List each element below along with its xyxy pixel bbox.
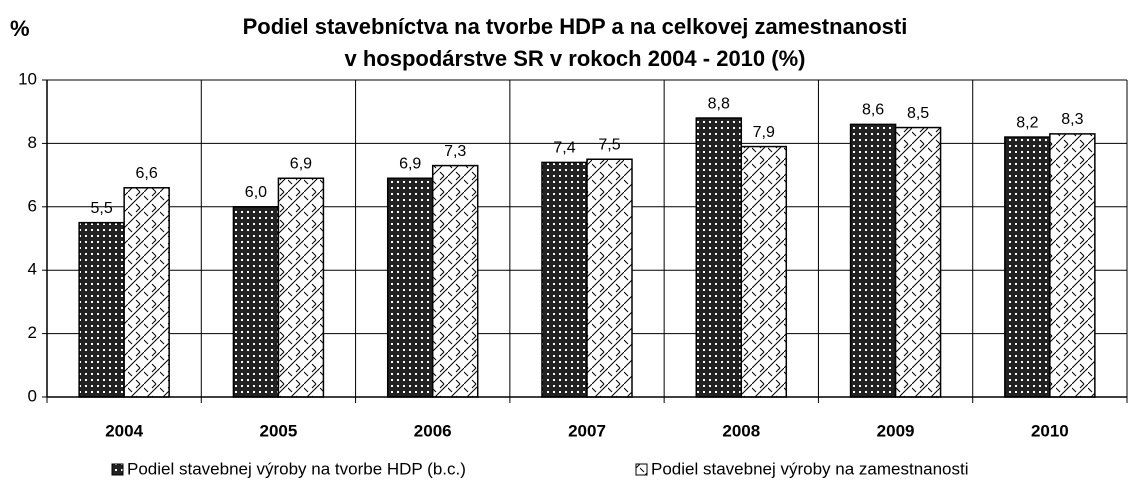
- legend-label: Podiel stavebnej výroby na zamestnanosti: [651, 459, 969, 478]
- value-label: 8,8: [708, 95, 730, 112]
- y-tick-label: 8: [28, 133, 37, 152]
- bar: [123, 187, 170, 398]
- bar: [386, 177, 434, 398]
- value-label: 5,5: [91, 200, 113, 217]
- value-label: 6,9: [290, 155, 312, 172]
- y-tick-label: 10: [18, 69, 37, 88]
- bar: [232, 206, 280, 398]
- y-tick-label: 0: [28, 386, 37, 405]
- bar: [78, 221, 125, 398]
- x-tick-label: 2008: [722, 421, 760, 440]
- value-label: 8,6: [862, 102, 884, 119]
- chart-title: Podiel stavebníctva na tvorbe HDP a na c…: [243, 14, 908, 39]
- x-tick-label: 2006: [414, 421, 452, 440]
- x-tick-label: 2004: [105, 421, 143, 440]
- value-label: 7,5: [598, 136, 620, 153]
- bar: [849, 123, 897, 398]
- legend-swatch: [635, 463, 648, 476]
- x-tick-label: 2007: [568, 421, 606, 440]
- bar: [695, 117, 743, 398]
- bar: [894, 126, 942, 398]
- y-axis-label: %: [10, 16, 30, 41]
- bar: [1049, 133, 1096, 398]
- value-label: 8,5: [907, 105, 929, 122]
- legend-label: Podiel stavebnej výroby na tvorbe HDP (b…: [127, 459, 466, 478]
- x-tick-label: 2005: [260, 421, 298, 440]
- bar: [740, 145, 788, 398]
- chart-title: v hospodárstve SR v rokoch 2004 - 2010 (…: [345, 46, 806, 71]
- x-tick-label: 2009: [877, 421, 915, 440]
- value-label: 6,9: [399, 155, 421, 172]
- bar: [586, 158, 633, 398]
- value-label: 7,4: [553, 140, 575, 157]
- legend-swatch: [111, 463, 124, 476]
- value-label: 6,6: [136, 165, 158, 182]
- bar: [431, 164, 479, 398]
- value-label: 6,0: [245, 184, 267, 201]
- y-tick-label: 2: [28, 323, 37, 342]
- bar: [541, 161, 588, 398]
- bar: [277, 177, 325, 398]
- bar: [1004, 136, 1051, 398]
- y-tick-label: 4: [28, 260, 37, 279]
- value-label: 8,3: [1061, 111, 1083, 128]
- value-label: 8,2: [1016, 114, 1038, 131]
- value-label: 7,9: [753, 124, 775, 141]
- y-tick-label: 6: [28, 196, 37, 215]
- value-label: 7,3: [444, 143, 466, 160]
- x-tick-label: 2010: [1031, 421, 1069, 440]
